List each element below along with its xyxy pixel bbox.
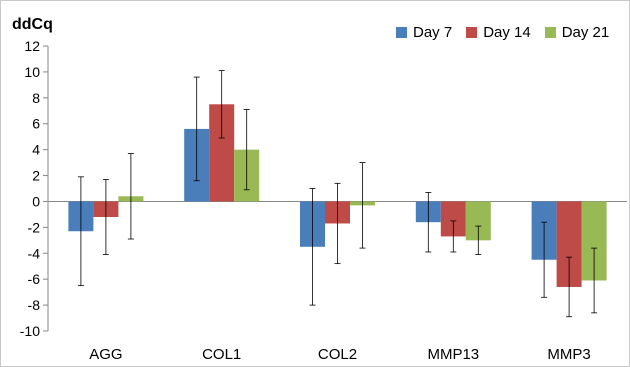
y-tick-label: -8 (28, 297, 41, 313)
x-category-label: COL1 (202, 346, 241, 363)
x-category-label: AGG (89, 346, 122, 363)
legend: Day 7 Day 14 Day 21 (396, 24, 609, 41)
y-tick-label: 12 (24, 38, 40, 54)
legend-swatch-day7 (396, 27, 407, 38)
legend-item-day7: Day 7 (396, 24, 452, 41)
x-category-label: COL2 (318, 346, 357, 363)
y-tick-label: 6 (32, 116, 40, 132)
x-category-label: MMP3 (547, 346, 590, 363)
legend-label-day14: Day 14 (483, 24, 531, 41)
y-tick-label: -10 (20, 323, 40, 339)
legend-label-day21: Day 21 (561, 24, 610, 41)
legend-swatch-day14 (466, 27, 478, 38)
legend-item-day14: Day 14 (466, 24, 531, 41)
y-tick-label: -6 (28, 271, 41, 287)
y-tick-label: 2 (32, 168, 40, 184)
y-tick-label: -4 (28, 245, 41, 261)
y-tick-label: 0 (32, 193, 40, 209)
y-axis-label: ddCq (12, 16, 53, 33)
legend-item-day21: Day 21 (544, 24, 610, 41)
y-tick-label: 4 (32, 142, 40, 158)
y-tick-label: 10 (24, 64, 40, 80)
x-category-label: MMP13 (427, 346, 479, 363)
y-tick-label: 8 (32, 90, 40, 106)
legend-label-day7: Day 7 (413, 24, 453, 41)
y-tick-label: -2 (28, 219, 41, 235)
legend-swatch-day21 (544, 27, 556, 38)
